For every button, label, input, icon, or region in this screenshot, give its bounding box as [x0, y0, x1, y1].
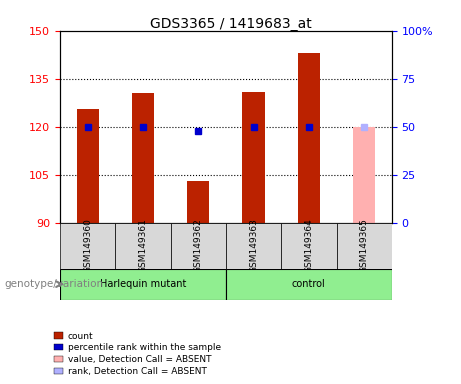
Bar [353, 127, 375, 223]
FancyBboxPatch shape [226, 223, 281, 269]
Bar [187, 181, 209, 223]
Bar [298, 53, 320, 223]
Text: GSM149360: GSM149360 [83, 218, 92, 273]
Text: GSM149361: GSM149361 [138, 218, 148, 273]
Text: Harlequin mutant: Harlequin mutant [100, 279, 186, 289]
Bar [242, 91, 265, 223]
Text: genotype/variation: genotype/variation [5, 279, 104, 289]
Text: GSM149362: GSM149362 [194, 218, 203, 273]
Text: GSM149363: GSM149363 [249, 218, 258, 273]
Bar [132, 93, 154, 223]
FancyBboxPatch shape [115, 223, 171, 269]
FancyBboxPatch shape [60, 269, 226, 300]
FancyBboxPatch shape [337, 223, 392, 269]
FancyBboxPatch shape [171, 223, 226, 269]
Bar [77, 109, 99, 223]
Text: GSM149365: GSM149365 [360, 218, 369, 273]
FancyBboxPatch shape [226, 269, 392, 300]
Legend: count, percentile rank within the sample, value, Detection Call = ABSENT, rank, : count, percentile rank within the sample… [51, 328, 225, 379]
Text: GSM149364: GSM149364 [304, 218, 313, 273]
Text: control: control [292, 279, 326, 289]
FancyBboxPatch shape [281, 223, 337, 269]
FancyBboxPatch shape [60, 223, 115, 269]
Text: GDS3365 / 1419683_at: GDS3365 / 1419683_at [150, 17, 311, 31]
